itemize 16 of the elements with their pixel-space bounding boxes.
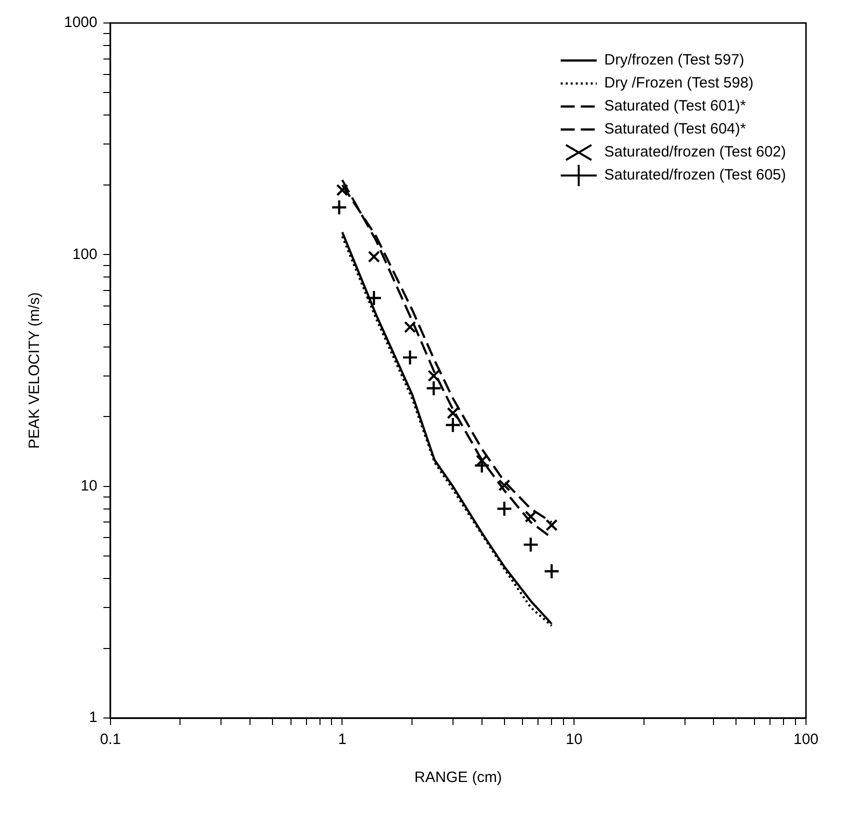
x-tick-label: 0.1 xyxy=(100,731,121,748)
y-axis-title: PEAK VELOCITY (m/s) xyxy=(26,292,44,449)
legend-label: Saturated (Test 601)* xyxy=(604,98,746,115)
x-tick-label: 10 xyxy=(566,731,582,748)
x-axis-title: RANGE (cm) xyxy=(414,769,502,786)
y-tick-label: 10 xyxy=(80,477,98,494)
legend-label: Saturated (Test 604)* xyxy=(604,120,746,138)
legend-label: Saturated/frozen (Test 602) xyxy=(604,144,786,161)
y-tick-label: 1000 xyxy=(64,14,98,32)
legend-label: Dry/frozen (Test 597) xyxy=(604,52,744,69)
legend-label: Dry /Frozen (Test 598) xyxy=(604,74,754,92)
y-tick-label: 100 xyxy=(72,246,98,263)
x-tick-label: 100 xyxy=(793,731,819,748)
x-tick-label: 1 xyxy=(338,731,346,748)
y-tick-label: 1 xyxy=(89,709,98,726)
legend-label: Saturated/frozen (Test 605) xyxy=(604,166,786,184)
